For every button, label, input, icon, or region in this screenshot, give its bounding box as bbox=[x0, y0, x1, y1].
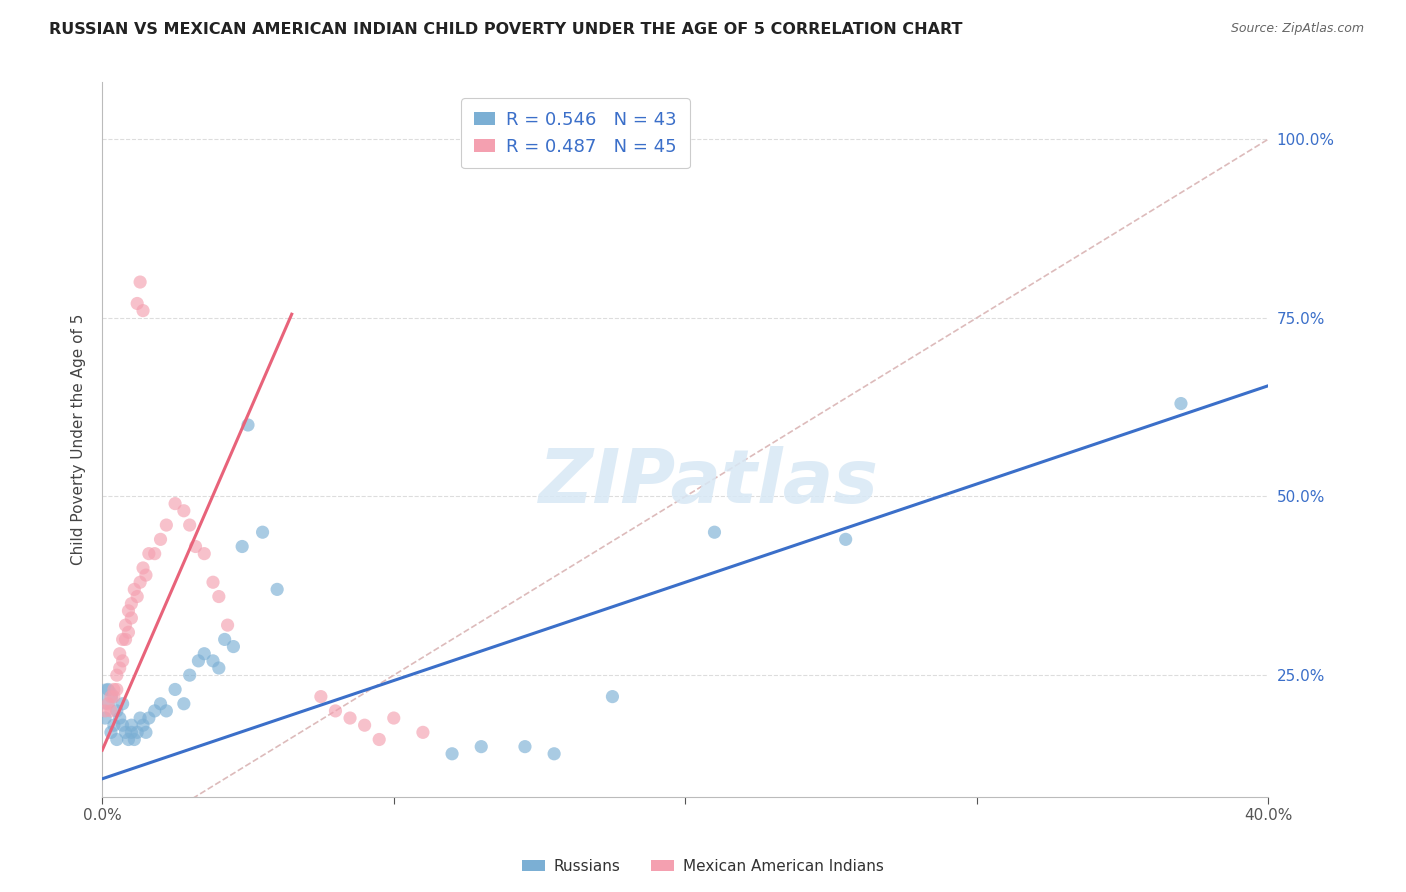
Point bbox=[165, 682, 187, 697]
Point bbox=[120, 725, 142, 739]
Point bbox=[114, 632, 136, 647]
Point bbox=[325, 704, 347, 718]
Point bbox=[117, 625, 139, 640]
Point bbox=[117, 604, 139, 618]
Text: RUSSIAN VS MEXICAN AMERICAN INDIAN CHILD POVERTY UNDER THE AGE OF 5 CORRELATION : RUSSIAN VS MEXICAN AMERICAN INDIAN CHILD… bbox=[49, 22, 963, 37]
Point bbox=[173, 504, 195, 518]
Point bbox=[179, 668, 201, 682]
Point bbox=[132, 561, 155, 575]
Point bbox=[105, 682, 128, 697]
Point bbox=[129, 575, 152, 590]
Point bbox=[111, 718, 134, 732]
Point bbox=[94, 704, 117, 718]
Point bbox=[470, 739, 492, 754]
Point bbox=[103, 718, 125, 732]
Point bbox=[120, 718, 142, 732]
Point bbox=[117, 732, 139, 747]
Point bbox=[97, 697, 120, 711]
Point bbox=[127, 590, 149, 604]
Point bbox=[120, 611, 142, 625]
Point bbox=[94, 690, 117, 704]
Point bbox=[127, 725, 149, 739]
Point bbox=[155, 704, 177, 718]
Point bbox=[135, 725, 157, 739]
Point bbox=[222, 640, 245, 654]
Point bbox=[127, 296, 149, 310]
Legend: R = 0.546   N = 43, R = 0.487   N = 45: R = 0.546 N = 43, R = 0.487 N = 45 bbox=[461, 98, 689, 169]
Point bbox=[1170, 396, 1192, 410]
Point bbox=[143, 704, 166, 718]
Point bbox=[94, 711, 117, 725]
Point bbox=[132, 718, 155, 732]
Point bbox=[138, 547, 160, 561]
Point bbox=[108, 647, 131, 661]
Point bbox=[111, 632, 134, 647]
Point bbox=[105, 668, 128, 682]
Point bbox=[184, 540, 207, 554]
Point bbox=[100, 704, 122, 718]
Point bbox=[513, 739, 536, 754]
Point bbox=[201, 575, 224, 590]
Text: ZIPatlas: ZIPatlas bbox=[538, 446, 879, 518]
Point bbox=[236, 417, 259, 432]
Point bbox=[108, 661, 131, 675]
Point bbox=[412, 725, 434, 739]
Point bbox=[309, 690, 332, 704]
Point bbox=[179, 518, 201, 533]
Point bbox=[208, 590, 231, 604]
Point bbox=[155, 518, 177, 533]
Point bbox=[382, 711, 405, 725]
Point bbox=[165, 497, 187, 511]
Point bbox=[135, 568, 157, 582]
Point bbox=[252, 525, 274, 540]
Point bbox=[353, 718, 375, 732]
Point bbox=[143, 547, 166, 561]
Text: Source: ZipAtlas.com: Source: ZipAtlas.com bbox=[1230, 22, 1364, 36]
Point bbox=[193, 547, 215, 561]
Point bbox=[217, 618, 239, 632]
Point bbox=[214, 632, 236, 647]
Point bbox=[124, 732, 146, 747]
Point bbox=[138, 711, 160, 725]
Point bbox=[703, 525, 725, 540]
Point bbox=[129, 275, 152, 289]
Point bbox=[543, 747, 565, 761]
Point bbox=[103, 690, 125, 704]
Point bbox=[129, 711, 152, 725]
Point bbox=[201, 654, 224, 668]
Point bbox=[208, 661, 231, 675]
Point bbox=[834, 533, 856, 547]
Point bbox=[187, 654, 209, 668]
Point bbox=[108, 711, 131, 725]
Point bbox=[114, 725, 136, 739]
Point bbox=[111, 697, 134, 711]
Point bbox=[103, 682, 125, 697]
Point bbox=[339, 711, 361, 725]
Point bbox=[132, 303, 155, 318]
Point bbox=[602, 690, 624, 704]
Point bbox=[231, 540, 253, 554]
Point bbox=[173, 697, 195, 711]
Point bbox=[368, 732, 391, 747]
Point bbox=[441, 747, 464, 761]
Point bbox=[120, 597, 142, 611]
Point bbox=[100, 690, 122, 704]
Legend: Russians, Mexican American Indians: Russians, Mexican American Indians bbox=[516, 853, 890, 880]
Point bbox=[105, 732, 128, 747]
Point bbox=[193, 647, 215, 661]
Point bbox=[111, 654, 134, 668]
Point bbox=[100, 725, 122, 739]
Point bbox=[114, 618, 136, 632]
Point bbox=[149, 533, 172, 547]
Point bbox=[124, 582, 146, 597]
Point bbox=[97, 682, 120, 697]
Point bbox=[266, 582, 288, 597]
Point bbox=[105, 704, 128, 718]
Y-axis label: Child Poverty Under the Age of 5: Child Poverty Under the Age of 5 bbox=[72, 314, 86, 565]
Point bbox=[149, 697, 172, 711]
